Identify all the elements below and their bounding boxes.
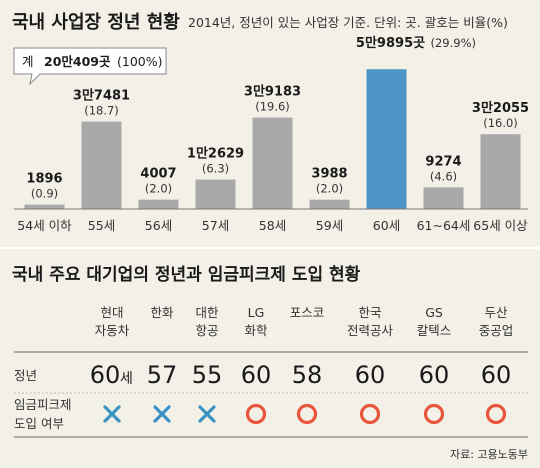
company-name-0-line-1: 자동차 [95, 323, 130, 338]
pct-label-8: (16.0) [483, 116, 518, 130]
pct-label-0: (0.9) [31, 187, 58, 201]
o-mark-icon-6 [423, 403, 445, 425]
o-mark-icon-3 [245, 403, 267, 425]
total-callout: 계 20만409곳 (100%) [13, 47, 167, 86]
x-mark-icon-2 [198, 405, 216, 423]
bar-5 [309, 199, 350, 209]
company-name-2-line-1: 항공 [195, 323, 218, 338]
company-name-3-line-0: LG [248, 305, 265, 320]
category-labels-layer: 54세 이하 55세 56세 57세 58세 59세 60세 61~64세 65세 이상 [17, 218, 528, 233]
bar-4 [252, 117, 293, 209]
retirement-age-3: 60 [241, 361, 272, 389]
pct-label-1: (18.7) [84, 104, 119, 118]
value-label-3: 1만2629 [187, 146, 244, 162]
retirement-age-0: 60 [90, 361, 121, 389]
bars-layer [24, 69, 521, 210]
pct-label-6: (29.9%) [431, 36, 477, 50]
table-title: 국내 주요 대기업의 정년과 임금피크제 도입 현황 [12, 264, 361, 285]
value-label-2: 4007 [140, 167, 176, 182]
company-name-3-line-1: 화학 [244, 323, 268, 338]
pct-label-5: (2.0) [316, 182, 343, 196]
value-label-7: 9274 [425, 154, 461, 169]
row-label-retirement-age: 정년 [14, 368, 37, 383]
o-mark-icon-4 [296, 403, 318, 425]
company-name-6-line-1: 칼텍스 [417, 323, 452, 338]
o-mark-icon-5 [359, 403, 381, 425]
pct-label-2: (2.0) [145, 182, 172, 196]
company-name-0-line-0: 현대 [100, 305, 123, 320]
retirement-age-6: 60 [419, 361, 450, 389]
total-label: 계 [22, 54, 34, 69]
x-mark-icon-0 [103, 405, 121, 423]
category-label-7: 61~64세 [417, 218, 471, 233]
bar-6 [366, 69, 407, 210]
category-label-2: 56세 [145, 218, 172, 233]
category-label-6: 60세 [373, 218, 400, 233]
value-label-8: 3만2055 [472, 100, 529, 116]
row-label-wage-peak-line2: 도입 여부 [14, 416, 64, 431]
retirement-age-7: 60 [481, 361, 512, 389]
company-name-1-line-0: 한화 [150, 305, 174, 320]
bar-labels-layer: 1896(0.9)3만7481(18.7)4007(2.0)1만2629(6.3… [26, 35, 529, 200]
total-value: 20만409곳 [44, 54, 111, 69]
company-name-7-line-0: 두산 [484, 305, 508, 320]
bar-7 [423, 187, 464, 209]
value-label-6: 5만9895곳 [356, 35, 425, 51]
company-name-5-line-1: 전력공사 [347, 323, 394, 338]
bar-1 [81, 121, 122, 209]
value-label-0: 1896 [26, 172, 62, 187]
category-label-0: 54세 이하 [17, 218, 72, 233]
source-note: 자료: 고용노동부 [450, 448, 528, 461]
company-name-7-line-1: 중공업 [479, 323, 514, 338]
pct-label-4: (19.6) [255, 100, 290, 114]
retirement-age-2: 55 [192, 361, 223, 389]
bar-8 [480, 134, 521, 209]
bar-3 [195, 179, 236, 209]
company-name-5-line-0: 한국 [358, 305, 381, 320]
category-label-4: 58세 [259, 218, 286, 233]
company-name-6-line-0: GS [425, 305, 443, 320]
value-label-5: 3988 [311, 167, 347, 182]
o-mark-icon-7 [485, 403, 507, 425]
retirement-age-1: 57 [147, 361, 178, 389]
value-label-1: 3만7481 [73, 88, 130, 104]
x-mark-icon-1 [153, 405, 171, 423]
company-name-4-line-0: 포스코 [290, 305, 325, 320]
bar-2 [138, 199, 179, 209]
category-label-5: 59세 [316, 218, 343, 233]
retirement-age-unit: 세 [120, 371, 133, 387]
category-label-1: 55세 [88, 218, 115, 233]
category-label-8: 65세 이상 [473, 218, 528, 233]
category-label-3: 57세 [202, 218, 229, 233]
pct-label-3: (6.3) [202, 162, 229, 176]
chart-subtitle: 2014년, 정년이 있는 사업장 기준. 단위: 곳. 괄호는 비율(%) [188, 15, 508, 30]
value-label-4: 3만9183 [244, 84, 301, 100]
pct-label-7: (4.6) [430, 169, 457, 183]
bar-0 [24, 204, 65, 209]
chart-title: 국내 사업장 정년 현황 [12, 12, 180, 33]
row-label-wage-peak-line1: 임금피크제 [14, 397, 72, 412]
retirement-age-5: 60 [355, 361, 386, 389]
retirement-age-4: 58 [292, 361, 323, 389]
total-pct: (100%) [117, 54, 163, 69]
company-name-2-line-0: 대한 [195, 305, 219, 320]
